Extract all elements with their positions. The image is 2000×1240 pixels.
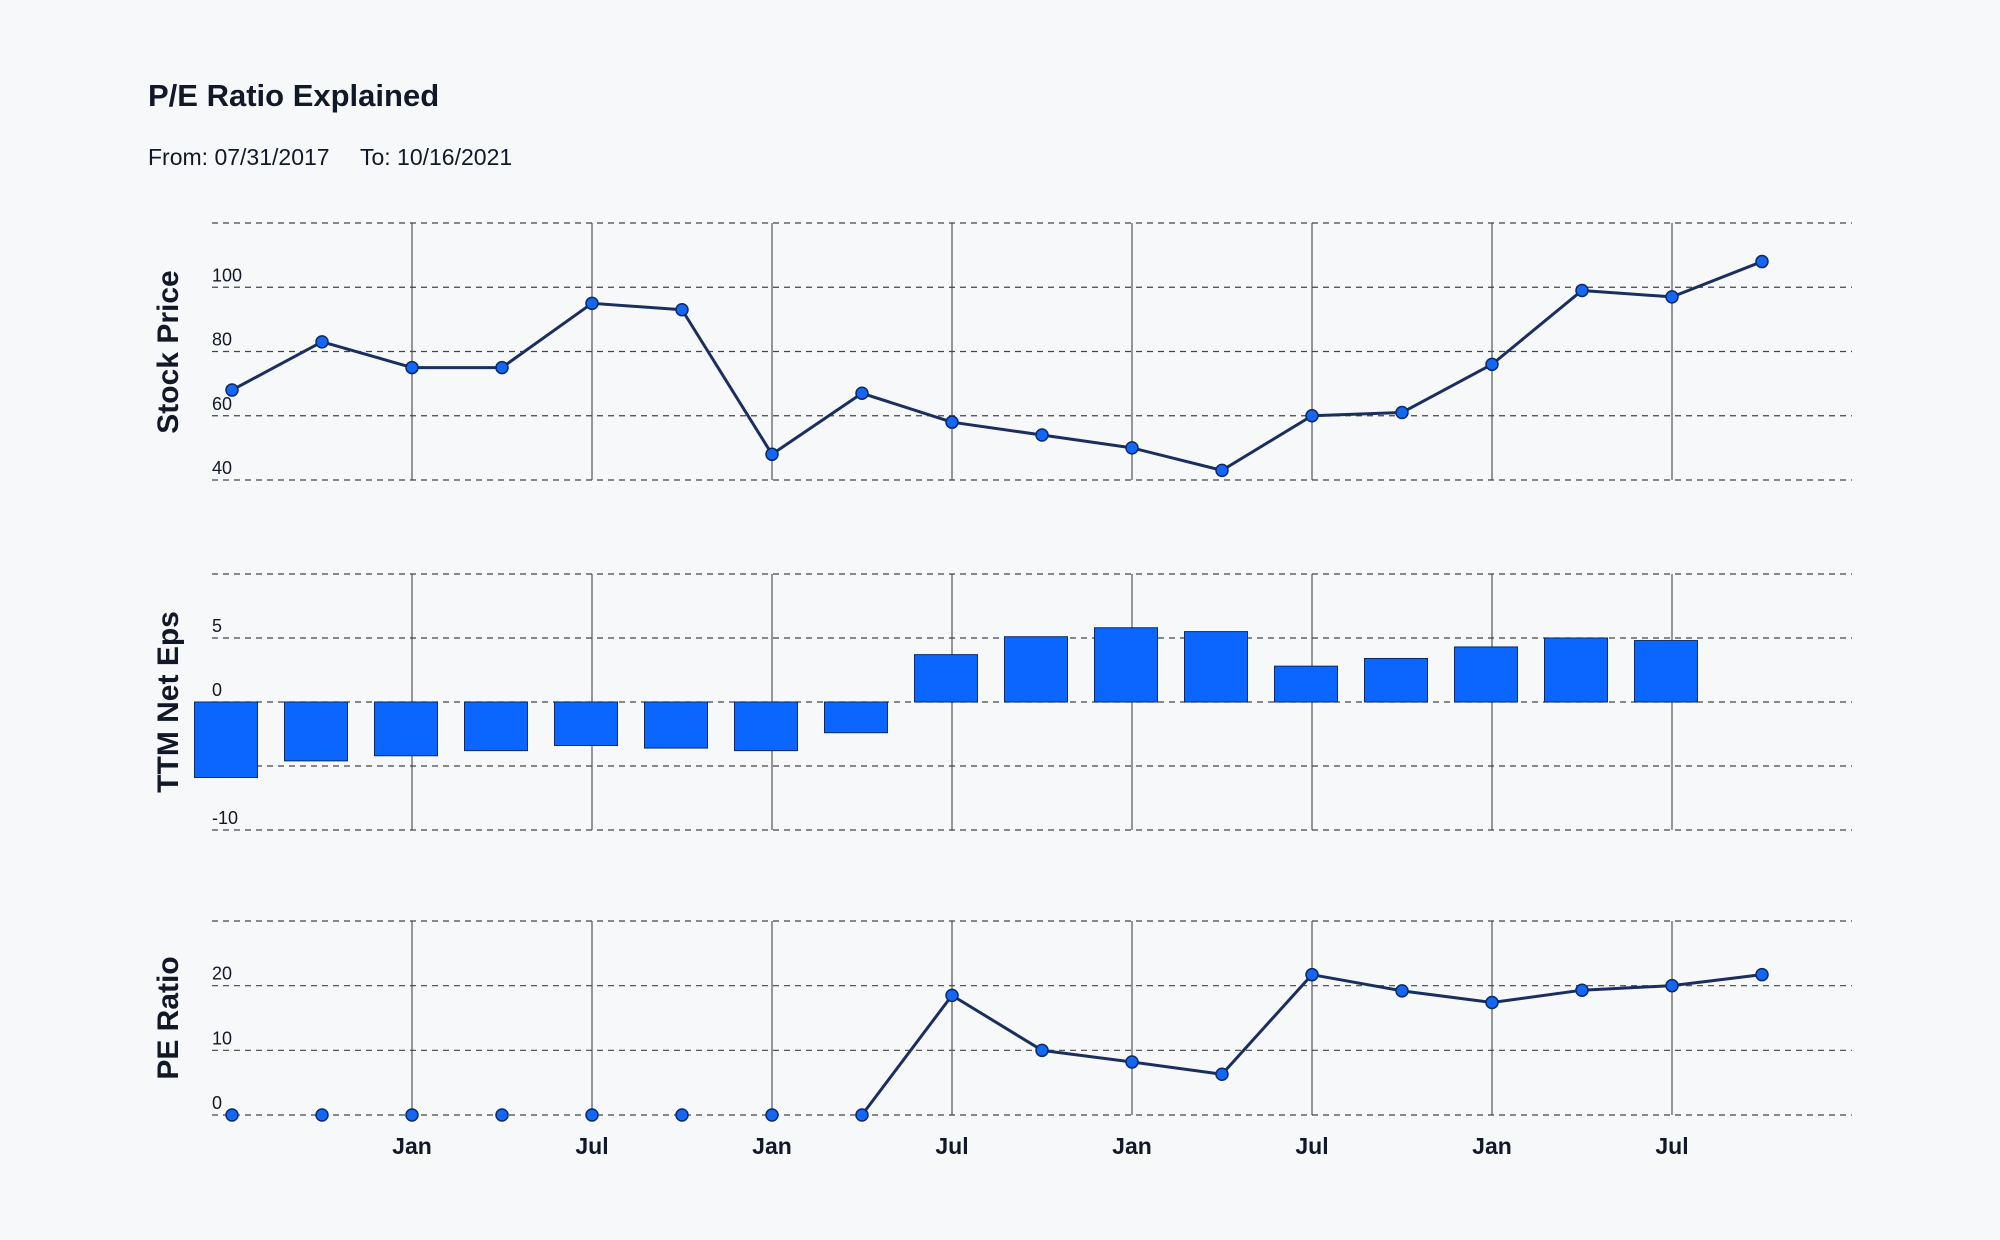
x-tick-label: Jul [1655, 1133, 1688, 1159]
data-point[interactable] [1395, 405, 1409, 420]
y-tick-label: 10 [212, 1028, 232, 1048]
eps-bar [554, 701, 618, 747]
x-tick-label: Jul [575, 1133, 608, 1159]
x-tick-label: Jul [935, 1133, 968, 1159]
ttm-net-eps-panel: -10-505TTM Net Eps [152, 573, 1852, 831]
data-point[interactable] [225, 1108, 239, 1122]
stock-price-line [231, 260, 1763, 472]
eps-bar [374, 701, 438, 757]
eps-bar [644, 701, 708, 749]
data-point[interactable] [585, 1108, 599, 1122]
eps-bar [284, 701, 348, 762]
eps-bar [734, 701, 798, 752]
data-point[interactable] [315, 1108, 329, 1122]
date-range: From: 07/31/2017 To: 10/16/2021 [148, 144, 512, 171]
data-point[interactable] [495, 360, 509, 375]
y-axis-title: TTM Net Eps [152, 611, 185, 793]
data-point[interactable] [675, 302, 689, 317]
x-tick-label: Jul [1295, 1133, 1328, 1159]
y-tick-label: 100 [212, 265, 242, 285]
to-label: To: [359, 144, 391, 170]
y-tick-label: 0 [212, 680, 222, 700]
x-tick-label: Jan [1112, 1133, 1152, 1159]
data-point[interactable] [585, 296, 599, 311]
y-tick-label: 5 [212, 616, 222, 636]
data-point[interactable] [1305, 967, 1319, 982]
data-point[interactable] [945, 988, 959, 1003]
data-point[interactable] [1215, 463, 1229, 478]
data-point[interactable] [855, 1108, 869, 1122]
data-point[interactable] [315, 335, 329, 349]
eps-bar [194, 701, 258, 779]
data-point[interactable] [495, 1108, 509, 1122]
data-point[interactable] [1215, 1067, 1229, 1082]
eps-bar [464, 701, 528, 752]
data-point[interactable] [1485, 995, 1499, 1010]
data-point[interactable] [945, 415, 959, 429]
eps-bar [914, 654, 978, 703]
to-date: 10/16/2021 [397, 144, 513, 170]
eps-bar [1004, 636, 1068, 703]
pe-ratio-panel: 0 10 20 PE Ratio Jan Jul Jan Jul Jan Jul Jan Jul [152, 920, 1852, 1159]
data-point[interactable] [765, 447, 779, 462]
eps-bar [1364, 657, 1428, 703]
data-point[interactable] [1485, 357, 1499, 372]
eps-bar [1454, 646, 1518, 703]
y-tick-label: -10 [212, 808, 238, 828]
from-date: 07/31/2017 [214, 144, 330, 170]
y-tick-label: 0 [212, 1093, 222, 1113]
stock-price-panel: 40 60 80 100 Stock Price [152, 222, 1852, 481]
data-point[interactable] [765, 1108, 779, 1122]
data-point[interactable] [675, 1108, 689, 1122]
y-axis-title: Stock Price [152, 270, 185, 433]
data-point[interactable] [405, 360, 419, 375]
y-tick-label: 80 [212, 330, 232, 350]
data-point[interactable] [1125, 441, 1139, 455]
x-tick-label: Jan [1472, 1133, 1512, 1159]
x-tick-label: Jan [392, 1133, 432, 1159]
data-point[interactable] [1035, 1043, 1049, 1058]
eps-bar [1274, 665, 1338, 703]
eps-bar [1544, 637, 1608, 703]
data-point[interactable] [1395, 984, 1409, 998]
data-point[interactable] [1665, 290, 1679, 304]
data-point[interactable] [1755, 254, 1769, 269]
from-label: From: [148, 144, 209, 170]
data-point[interactable] [855, 386, 869, 401]
y-tick-label: 20 [212, 964, 232, 984]
data-point[interactable] [1665, 978, 1679, 993]
data-point[interactable] [1305, 409, 1319, 423]
y-axis-title: PE Ratio [152, 956, 185, 1079]
chart-title: P/E Ratio Explained [148, 78, 440, 113]
eps-bar [1634, 640, 1698, 703]
data-point[interactable] [1575, 283, 1589, 298]
data-point[interactable] [1035, 428, 1049, 442]
data-point[interactable] [405, 1108, 419, 1122]
eps-bar [1094, 627, 1158, 703]
eps-bar [1184, 631, 1248, 703]
data-point[interactable] [1755, 967, 1769, 982]
data-point[interactable] [225, 383, 239, 397]
data-point[interactable] [1125, 1055, 1139, 1069]
x-tick-label: Jan [752, 1133, 792, 1159]
eps-bar [824, 701, 888, 734]
y-tick-label: 40 [212, 458, 232, 478]
data-point[interactable] [1575, 983, 1589, 997]
y-tick-label: 60 [212, 394, 232, 414]
